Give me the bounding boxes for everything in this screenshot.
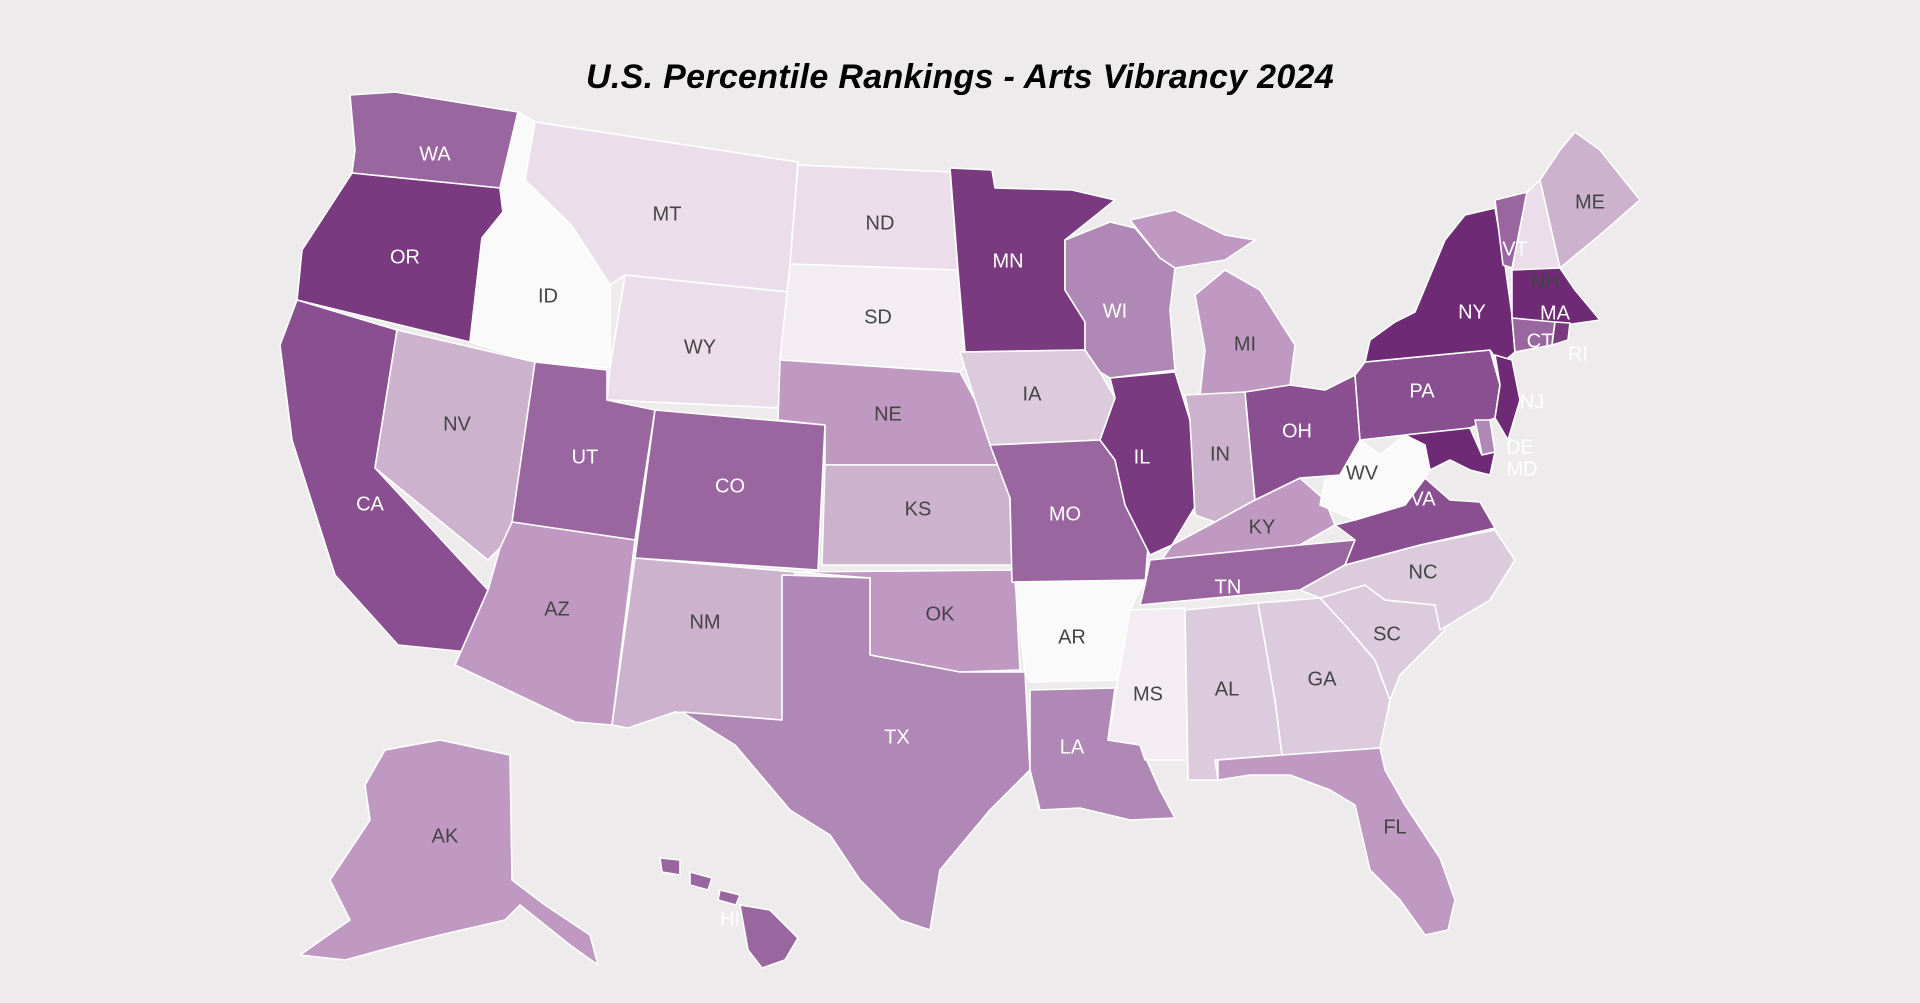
state-label-in: IN bbox=[1210, 443, 1230, 465]
state-co[interactable] bbox=[634, 409, 826, 571]
state-label-sc: SC bbox=[1373, 623, 1401, 645]
state-label-wi: WI bbox=[1103, 300, 1127, 322]
state-label-va: VA bbox=[1410, 488, 1436, 510]
state-label-id: ID bbox=[538, 285, 558, 307]
state-label-al: AL bbox=[1215, 678, 1239, 700]
state-label-tn: TN bbox=[1215, 576, 1242, 598]
state-label-ky: KY bbox=[1249, 516, 1276, 538]
state-label-nm: NM bbox=[689, 611, 720, 633]
state-label-pa: PA bbox=[1409, 380, 1435, 402]
state-ri[interactable] bbox=[1551, 321, 1571, 346]
state-label-ga: GA bbox=[1308, 668, 1338, 690]
state-label-ma: MA bbox=[1540, 302, 1571, 324]
state-nm[interactable] bbox=[611, 557, 796, 729]
state-label-wv: WV bbox=[1346, 462, 1379, 484]
state-label-md: MD bbox=[1506, 458, 1537, 480]
state-label-il: IL bbox=[1134, 446, 1151, 468]
state-label-ak: AK bbox=[432, 825, 459, 847]
state-label-ar: AR bbox=[1058, 626, 1086, 648]
state-label-ne: NE bbox=[874, 403, 902, 425]
state-label-ct: CT bbox=[1527, 330, 1554, 352]
state-label-co: CO bbox=[715, 475, 745, 497]
state-label-nv: NV bbox=[443, 413, 471, 435]
state-label-hi: HI bbox=[720, 908, 740, 930]
state-label-nc: NC bbox=[1409, 561, 1438, 583]
state-fl[interactable] bbox=[1217, 747, 1456, 936]
state-label-ri: RI bbox=[1568, 343, 1588, 365]
state-me[interactable] bbox=[1539, 131, 1641, 269]
state-label-nd: ND bbox=[866, 212, 895, 234]
state-wa[interactable] bbox=[349, 91, 519, 189]
state-label-or: OR bbox=[390, 246, 420, 268]
state-label-az: AZ bbox=[544, 598, 570, 620]
state-az[interactable] bbox=[454, 521, 636, 726]
state-label-ia: IA bbox=[1023, 383, 1043, 405]
state-ny[interactable] bbox=[1364, 207, 1516, 366]
state-label-de: DE bbox=[1506, 436, 1534, 458]
state-label-mt: MT bbox=[653, 203, 682, 225]
state-label-tx: TX bbox=[884, 726, 910, 748]
state-wi[interactable] bbox=[1064, 221, 1176, 379]
state-label-vt: VT bbox=[1502, 238, 1528, 260]
state-label-ny: NY bbox=[1458, 301, 1486, 323]
state-label-nj: NJ bbox=[1520, 391, 1544, 413]
state-ak[interactable] bbox=[299, 739, 599, 966]
state-label-fl: FL bbox=[1383, 816, 1406, 838]
state-label-oh: OH bbox=[1282, 420, 1312, 442]
state-label-ok: OK bbox=[926, 603, 956, 625]
state-sd[interactable] bbox=[779, 263, 966, 373]
state-wy[interactable] bbox=[606, 274, 789, 409]
state-label-ca: CA bbox=[356, 493, 384, 515]
page-title: U.S. Percentile Rankings - Arts Vibrancy… bbox=[586, 58, 1334, 96]
state-label-nh: NH bbox=[1531, 271, 1560, 293]
state-label-mo: MO bbox=[1049, 503, 1081, 525]
state-tx[interactable] bbox=[681, 574, 1031, 931]
state-label-la: LA bbox=[1060, 736, 1085, 758]
state-label-sd: SD bbox=[864, 306, 892, 328]
state-il[interactable] bbox=[1099, 371, 1199, 556]
state-label-wa: WA bbox=[419, 143, 451, 165]
state-label-mi: MI bbox=[1234, 333, 1256, 355]
state-nj[interactable] bbox=[1494, 354, 1521, 441]
state-label-ks: KS bbox=[905, 498, 932, 520]
state-label-ms: MS bbox=[1133, 683, 1163, 705]
state-label-wy: WY bbox=[684, 336, 716, 358]
state-label-mn: MN bbox=[992, 250, 1023, 272]
state-label-me: ME bbox=[1575, 191, 1605, 213]
state-hi[interactable] bbox=[659, 857, 799, 969]
state-md[interactable] bbox=[1404, 427, 1496, 476]
state-label-ut: UT bbox=[572, 446, 599, 468]
